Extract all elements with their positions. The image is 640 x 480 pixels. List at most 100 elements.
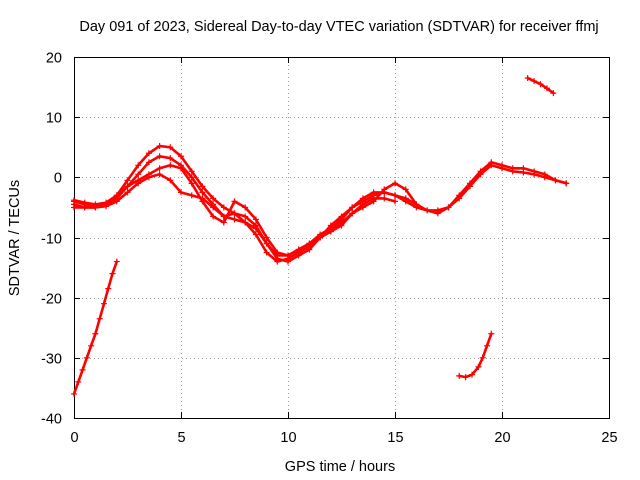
data-point [359,195,366,202]
y-tick-label: -20 [41,292,62,308]
x-tick-labels: 0 5 10 15 20 25 [70,430,617,446]
x-tick-label: 15 [387,430,403,446]
data-point [145,150,152,157]
data-point [381,189,388,196]
data-point [188,174,195,181]
data-point [113,198,120,205]
data-point [477,168,484,175]
data-point [220,213,227,220]
data-point [71,204,77,211]
data-point [242,219,249,226]
data-point [479,354,486,361]
data-point [484,342,491,349]
y-tick-label: 0 [54,171,62,187]
data-point [156,143,163,150]
x-tick-label: 0 [70,430,78,446]
data-point [552,177,559,184]
data-point [103,203,110,210]
data-point [456,192,463,199]
data-point [370,189,377,196]
data-point [156,171,163,178]
series-late-high [524,75,557,97]
data-point [370,195,377,202]
data-point [210,204,217,211]
data-point [124,183,131,190]
data-point [124,189,131,196]
data-point [274,258,281,265]
data-point [79,366,86,373]
data-point [88,342,95,349]
data-point [531,78,538,85]
data-point [252,231,259,238]
data-point [210,213,217,220]
data-point [402,195,409,202]
data-point [543,85,550,92]
data-point [71,390,77,397]
data-point [135,171,142,178]
data-point [563,180,570,187]
data-point [92,330,99,337]
data-point [81,204,88,211]
x-tick-label: 10 [280,430,296,446]
data-point [381,195,388,202]
data-point [124,177,131,184]
data-point [285,252,291,259]
data-point [156,153,163,160]
data-point [327,228,334,235]
data-point [295,246,302,253]
data-point [231,198,238,205]
y-tick-label: -40 [41,412,62,428]
chart-title: Day 091 of 2023, Sidereal Day-to-day VTE… [79,19,598,35]
data-point [263,234,270,241]
data-point [524,75,531,82]
data-point [445,204,452,211]
x-axis-label: GPS time / hours [285,459,395,475]
data-point [113,258,120,265]
data-point [71,197,77,204]
series-early-ramp [71,258,120,397]
data-point [105,285,112,292]
data-point [188,168,195,175]
data-point [231,210,238,217]
data-point [359,201,366,208]
data-point [488,330,495,337]
data-point [349,210,356,217]
data-point [92,204,99,211]
data-point [402,186,409,193]
y-tick-label: 20 [46,51,62,67]
y-tick-label: -30 [41,352,62,368]
data-point [317,234,324,241]
x-tick-label: 5 [177,430,185,446]
data-point [83,354,90,361]
data-point [199,189,206,196]
data-point [167,177,174,184]
data-point [167,144,174,151]
data-point [392,198,398,205]
gridlines [74,57,609,418]
y-tick-label: 10 [46,111,62,127]
data-point [475,363,482,370]
data-point [509,165,516,172]
data-point [220,204,227,211]
data-point [349,204,356,211]
data-point [466,180,473,187]
data-point [338,219,345,226]
data-point [188,192,195,199]
series-track-c [71,162,420,259]
data-point [178,189,184,196]
x-tick-label: 20 [494,430,510,446]
data-point [167,155,174,162]
data-point [434,210,441,217]
data-point [156,165,163,172]
data-point [469,371,476,378]
data-point [306,240,313,247]
data-point [392,192,398,199]
data-point [252,216,259,223]
data-point [109,270,116,277]
data-point [113,192,120,199]
data-point [242,213,249,220]
series-late-arc [456,330,495,381]
data-point [392,180,398,187]
data-point [220,219,227,226]
series-group [71,75,570,397]
